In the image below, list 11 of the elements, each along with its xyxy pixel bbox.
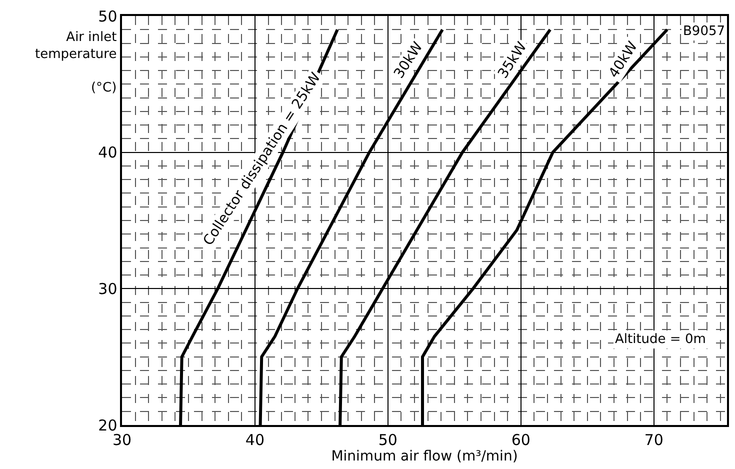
text: Air inlet temperature (°C): [35, 30, 117, 96]
x-tick-label: 40: [245, 430, 265, 449]
x-axis-title: Minimum air flow (m³/min): [331, 448, 518, 465]
x-tick-label: 50: [378, 430, 398, 449]
annotation: B9057: [683, 24, 726, 39]
y-tick-label: 40: [98, 144, 118, 162]
annotation: Altitude = 0m: [615, 332, 706, 347]
y-tick-label: 50: [98, 7, 118, 26]
x-tick-label: 70: [644, 430, 664, 449]
y-tick-label: 30: [98, 280, 118, 298]
x-tick-label: 60: [511, 430, 530, 449]
